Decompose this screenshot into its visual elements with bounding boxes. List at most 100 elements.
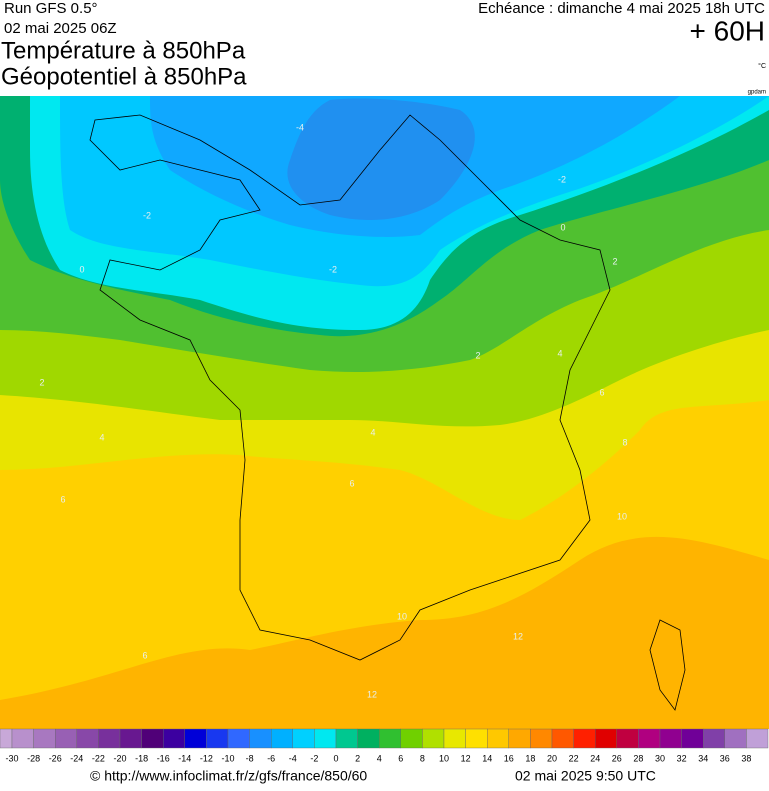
colorbar-label: -20 (113, 753, 126, 763)
title: Géopotentiel à 850hPa (1, 63, 247, 90)
colorbar-label: 14 (482, 753, 492, 763)
colorbar-label: -28 (27, 753, 40, 763)
colorbar-cell (487, 728, 510, 749)
colorbar-label: 4 (377, 753, 382, 763)
contour-label: 2 (39, 377, 44, 387)
colorbar-label: 22 (569, 753, 579, 763)
colorbar-cell (227, 728, 250, 749)
colorbar-label: -14 (178, 753, 191, 763)
contour-label: 4 (99, 432, 104, 442)
colorbar-cell (659, 728, 682, 749)
valid-time: Echéance : dimanche 4 mai 2025 18h UTC (478, 0, 765, 17)
issued: 02 mai 2025 9:50 UTC (515, 768, 656, 784)
contour-label: 12 (367, 689, 377, 699)
colorbar-cell (638, 728, 661, 749)
colorbar-cell (530, 728, 553, 749)
colorbar-cell (76, 728, 99, 749)
contour-label: 6 (142, 650, 147, 660)
title: Température à 850hPa (1, 37, 246, 64)
colorbar-label: -10 (221, 753, 234, 763)
contour-label: 2 (475, 350, 480, 360)
contour-label: 0 (560, 222, 565, 232)
contour-label: 8 (622, 437, 627, 447)
colorbar-cell (422, 728, 445, 749)
colorbar-label: 26 (612, 753, 622, 763)
colorbar-cell (357, 728, 380, 749)
colorbar-label: 2 (355, 753, 360, 763)
colorbar-cell (184, 728, 207, 749)
unit: °C (758, 62, 766, 70)
colorbar-label: -26 (49, 753, 62, 763)
colorbar-label: -16 (157, 753, 170, 763)
colorbar-cell (162, 728, 185, 749)
colorbar-label: 8 (420, 753, 425, 763)
colorbar-cell (206, 728, 229, 749)
contour-label: 12 (513, 631, 523, 641)
colorbar-label: -18 (135, 753, 148, 763)
coastline (649, 619, 686, 711)
colorbar-label: 36 (720, 753, 730, 763)
colorbar-cell (55, 728, 78, 749)
colorbar-label: -12 (200, 753, 213, 763)
colorbar-cell (681, 728, 704, 749)
colorbar-cell (573, 728, 596, 749)
colorbar-cell (249, 728, 272, 749)
credit: © http://www.infoclimat.fr/z/gfs/france/… (90, 768, 367, 784)
contour-label: 2 (612, 256, 617, 266)
contour-label: -2 (143, 210, 151, 220)
colorbar-label: -30 (5, 753, 18, 763)
colorbar-cell (465, 728, 488, 749)
colorbar-label: -22 (92, 753, 105, 763)
colorbar-cell (443, 728, 466, 749)
colorbar-label: 18 (525, 753, 535, 763)
contour-label: 4 (370, 427, 375, 437)
contour-label: 6 (349, 478, 354, 488)
colorbar-label: -2 (310, 753, 318, 763)
colorbar-cell (595, 728, 618, 749)
colorbar-cell (271, 728, 294, 749)
colorbar-cell (724, 728, 747, 749)
colorbar-label: -6 (267, 753, 275, 763)
run: Run GFS 0.5° (4, 0, 98, 17)
contour-label: -2 (329, 264, 337, 274)
colorbar-cell (616, 728, 639, 749)
colorbar-cell (703, 728, 726, 749)
contour-label: 6 (599, 387, 604, 397)
contour-label: -4 (296, 122, 304, 132)
coastline (89, 114, 611, 661)
contour-label: 6 (60, 494, 65, 504)
colorbar-label: 6 (398, 753, 403, 763)
colorbar-label: 30 (655, 753, 665, 763)
colorbar-label: 16 (504, 753, 514, 763)
colorbar-label: 10 (439, 753, 449, 763)
colorbar-label: 32 (677, 753, 687, 763)
contour-label: 10 (397, 611, 407, 621)
colorbar-cell (141, 728, 164, 749)
map: -4 -2 -2 0 0 -2 2 2 2 4 4 4 6 8 6 6 10 1… (0, 96, 769, 729)
contour-label: 0 (79, 264, 84, 274)
colorbar-cell (0, 728, 13, 749)
colorbar-cell (314, 728, 337, 749)
colorbar-cell (335, 728, 358, 749)
colorbar-cell (33, 728, 56, 749)
field (287, 98, 475, 220)
colorbar-label: 34 (698, 753, 708, 763)
colorbar-label: -8 (246, 753, 254, 763)
colorbar-cell (98, 728, 121, 749)
colorbar-label: -4 (289, 753, 297, 763)
contour-label: 4 (557, 348, 562, 358)
colorbar-cell (508, 728, 531, 749)
colorbar-label: 38 (741, 753, 751, 763)
colorbar-cell (292, 728, 315, 749)
colorbar-label: 12 (461, 753, 471, 763)
colorbar-cell (379, 728, 402, 749)
contour-label: -2 (558, 174, 566, 184)
colorbar-cell (11, 728, 34, 749)
colorbar-cell (119, 728, 142, 749)
colorbar-label: -24 (70, 753, 83, 763)
geo-unit: gpdam (748, 90, 766, 96)
run-date: 02 mai 2025 06Z (4, 20, 117, 37)
colorbar-label: 28 (633, 753, 643, 763)
colorbar-cell (400, 728, 423, 749)
